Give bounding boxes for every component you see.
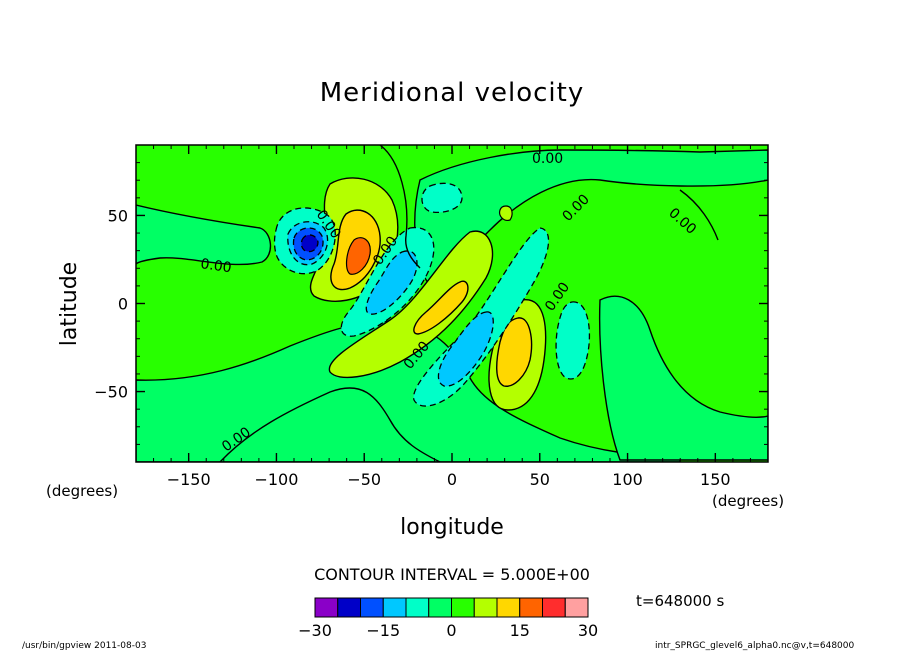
region-neg-upper-core	[365, 250, 418, 315]
colorbar-swatch	[314, 597, 339, 618]
colorbar-swatch	[496, 597, 521, 618]
colorbar-tick-label: 30	[578, 621, 598, 640]
region-0-5-upper-left	[136, 204, 272, 266]
region-pos-lower-core	[496, 317, 533, 387]
zero-contour-bottom	[219, 387, 441, 462]
chart-title: Meridional velocity	[319, 78, 585, 108]
x-tick-label: 150	[700, 470, 731, 489]
x-tick-label: −150	[167, 470, 211, 489]
colorbar-swatch	[542, 597, 566, 618]
contour-label: 0.00	[199, 256, 232, 276]
x-tick-label: 0	[447, 470, 457, 489]
region-neg-top	[421, 182, 463, 214]
footer-left: /usr/bin/gpview 2011-08-03	[22, 641, 147, 651]
y-axis-units: (degrees)	[46, 482, 119, 500]
x-axis-units: (degrees)	[712, 492, 785, 510]
y-tick-label: −50	[94, 383, 128, 402]
region-pos-center-core	[413, 280, 469, 335]
colorbar-swatch	[382, 597, 407, 618]
x-tick-label: 100	[612, 470, 643, 489]
colorbar-swatch	[451, 597, 475, 618]
y-tick-label: 0	[118, 295, 128, 314]
colorbar-tick-label: 0	[446, 621, 456, 640]
colorbar-swatch	[564, 597, 589, 618]
y-axis-label: latitude	[57, 261, 82, 347]
colorbar-swatch	[405, 597, 430, 618]
colorbar-tick-label: −30	[298, 621, 332, 640]
footer-right: intr_SPRGC_glevel6_alpha0.nc@v,t=648000	[655, 641, 855, 651]
region-0-5-lower	[136, 320, 681, 462]
colorbar: −30 −15 0 15 30	[298, 597, 598, 640]
axes: −150 −100 −50 0 50 100 150 50 0 −50	[94, 144, 769, 489]
contour-field	[136, 145, 768, 462]
region-neg-lower-core	[437, 311, 494, 387]
x-tick-label: −100	[254, 470, 298, 489]
region-neg-left-core	[300, 234, 319, 253]
colorbar-swatch	[473, 597, 498, 618]
region-pos-center-ring	[328, 230, 494, 379]
zero-contour-right-upper	[679, 189, 719, 241]
colorbar-tick-label: −15	[366, 621, 400, 640]
colorbar-swatch	[337, 597, 361, 618]
zero-contour-top	[379, 145, 421, 269]
colorbar-tick-label: 15	[510, 621, 530, 640]
colorbar-swatch	[428, 597, 452, 618]
time-label: t=648000 s	[636, 592, 725, 610]
colorbar-swatch	[360, 597, 384, 618]
y-tick-label: 50	[108, 206, 128, 225]
region-neg-right	[555, 301, 591, 380]
region-0-5-right	[598, 295, 768, 461]
colorbar-swatch	[519, 597, 543, 618]
contour-interval-text: CONTOUR INTERVAL = 5.000E+00	[314, 565, 590, 584]
x-tick-label: 50	[530, 470, 550, 489]
region-pos-small	[499, 205, 513, 221]
x-tick-label: −50	[347, 470, 381, 489]
x-axis-label: longitude	[400, 515, 504, 540]
region-pos-upper-max	[345, 237, 371, 275]
contour-label: 0.00	[532, 151, 563, 167]
